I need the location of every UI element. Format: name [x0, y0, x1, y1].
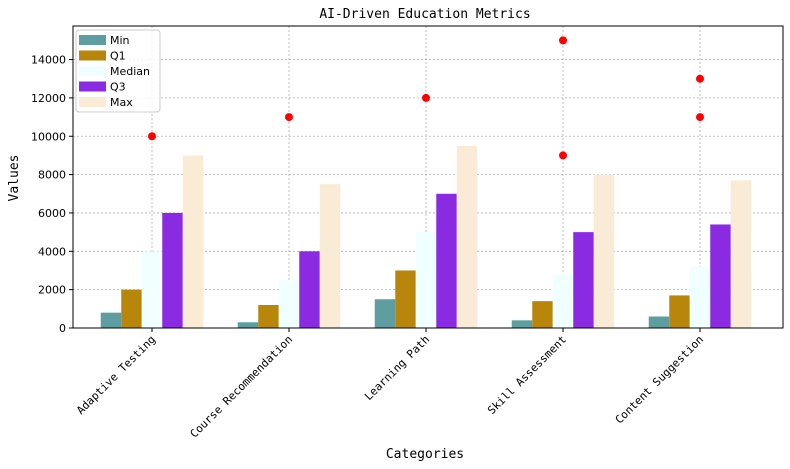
legend-label: Min [110, 34, 130, 47]
outlier-point [559, 36, 567, 45]
legend-swatch [79, 50, 106, 61]
outlier-points [148, 36, 704, 160]
y-tick-label: 10000 [31, 130, 66, 143]
bar-min [237, 322, 259, 328]
bar-q3 [299, 251, 320, 328]
y-tick-label: 6000 [38, 207, 66, 220]
bar-q1 [669, 295, 690, 328]
y-tick-label: 2000 [38, 284, 66, 297]
legend-swatch [79, 35, 106, 45]
bar-min [100, 312, 122, 328]
x-tick-label: Content Suggestion [613, 333, 706, 426]
bar-q3 [573, 232, 594, 328]
bar-median [141, 251, 163, 328]
outlier-point [285, 113, 293, 122]
x-tick-label: Skill Assessment [485, 333, 569, 417]
outlier-point [148, 132, 156, 141]
y-tick-label: 8000 [38, 169, 66, 182]
bar-min [511, 320, 533, 328]
bar-max [456, 145, 478, 328]
chart-title: AI-Driven Education Metrics [319, 7, 530, 22]
bar-max [319, 184, 341, 328]
bar-median [278, 280, 300, 328]
legend-swatch [79, 97, 106, 107]
outlier-point [422, 93, 430, 102]
bar-min [374, 299, 396, 328]
bar-q1 [395, 270, 416, 328]
bar-q3 [162, 212, 183, 328]
legend-label: Median [110, 65, 150, 78]
legend-label: Max [110, 96, 133, 109]
x-tick-label: Learning Path [362, 333, 432, 403]
x-axis-label: Categories [386, 447, 464, 462]
y-tick-label: 14000 [31, 54, 66, 67]
outlier-point [696, 113, 704, 122]
bar-min [648, 316, 670, 328]
bar-median [415, 232, 437, 328]
bars [100, 145, 752, 328]
x-tick-label: Adaptive Testing [74, 333, 158, 417]
legend-swatch [79, 81, 106, 92]
legend: Min Q1 Median Q3 Max [75, 29, 161, 113]
bar-q1 [121, 289, 142, 328]
bar-max [730, 180, 752, 328]
y-tick-label: 0 [59, 322, 66, 335]
outlier-point [559, 151, 567, 160]
legend-label: Q1 [110, 50, 126, 63]
outlier-point [696, 74, 704, 83]
bar-max [593, 174, 615, 328]
bar-median [552, 274, 574, 328]
bar-median [689, 266, 711, 328]
bar-q3 [436, 193, 457, 328]
legend-label: Q3 [110, 81, 126, 94]
y-tick-label: 4000 [38, 245, 66, 258]
legend-swatch [79, 66, 106, 76]
x-tick-label: Course Recommendation [188, 333, 296, 441]
plot-frame [72, 25, 784, 329]
bar-max [182, 155, 204, 328]
y-tick-label: 12000 [31, 92, 66, 105]
bar-q1 [258, 304, 279, 328]
bar-q3 [710, 224, 731, 328]
y-axis-label: Values [7, 155, 22, 202]
bar-q1 [532, 301, 553, 328]
